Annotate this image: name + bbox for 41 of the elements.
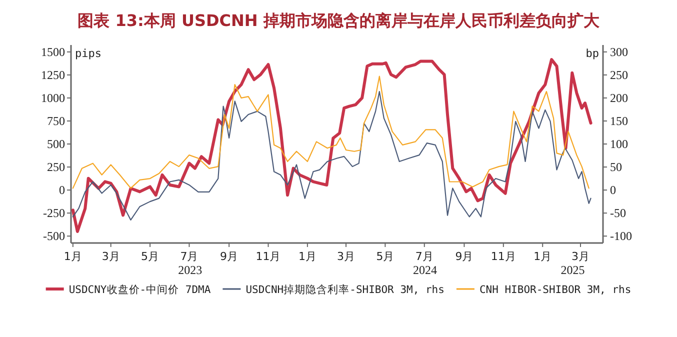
y-tick-label: 250 bbox=[47, 160, 65, 174]
x-tick-label: 11月 bbox=[490, 250, 516, 263]
x-tick-label: 3月 bbox=[572, 250, 590, 263]
legend-label: USDCNH掉期隐含利率-SHIBOR 3M, rhs bbox=[246, 283, 444, 296]
x-tick-label: 1月 bbox=[534, 250, 552, 263]
text: 2024 bbox=[413, 263, 438, 277]
x-tick-label: 7月 bbox=[415, 250, 434, 263]
x-tick-label: 1月 bbox=[64, 250, 82, 263]
x-tick-label: 1月 bbox=[298, 250, 316, 263]
y2-tick-label: 100 bbox=[610, 137, 628, 151]
y2-tick-label: 0 bbox=[610, 183, 616, 198]
y-axis-title: pips bbox=[75, 47, 102, 60]
y-tick-label: -500 bbox=[43, 229, 65, 244]
legend-label: USDCNY收盘价-中间价 7DMA bbox=[68, 283, 212, 296]
x-tick-label: 3月 bbox=[102, 250, 120, 263]
x-tick-label: 5月 bbox=[376, 250, 394, 263]
y2-tick-label: 300 bbox=[610, 44, 628, 59]
text: 2023 bbox=[178, 263, 202, 277]
y2-tick-label: 200 bbox=[610, 90, 628, 105]
y-tick-label: 750 bbox=[47, 114, 65, 128]
legend-label: CNH HIBOR-SHIBOR 3M, rhs bbox=[479, 284, 632, 296]
x-tick-label: 11月 bbox=[256, 250, 281, 263]
y-tick-label: 0 bbox=[59, 183, 65, 198]
x-tick-label: 3月 bbox=[336, 250, 355, 263]
chart-title: 图表 13:本周 USDCNH 掉期市场隐含的离岸与在岸人民币利差负向扩大 bbox=[78, 11, 600, 30]
y2-tick-label: -50 bbox=[610, 206, 626, 220]
y2-tick-label: 250 bbox=[610, 68, 628, 82]
y-tick-label: -250 bbox=[43, 206, 65, 220]
y-tick-label: 1500 bbox=[41, 44, 65, 59]
y-tick-label: 1250 bbox=[41, 68, 65, 82]
x-tick-label: 7月 bbox=[180, 250, 198, 263]
y2-axis-title: bp bbox=[586, 47, 599, 60]
x-tick-label: 9月 bbox=[220, 250, 238, 263]
x-tick-label: 5月 bbox=[141, 250, 160, 263]
x-tick-label: 9月 bbox=[455, 250, 474, 263]
y2-tick-label: -100 bbox=[610, 229, 632, 244]
y2-tick-label: 50 bbox=[610, 160, 622, 174]
y-tick-label: 500 bbox=[47, 137, 65, 151]
y-tick-label: 1000 bbox=[41, 90, 65, 105]
y2-tick-label: 150 bbox=[610, 114, 628, 128]
text: 2025 bbox=[560, 263, 585, 277]
